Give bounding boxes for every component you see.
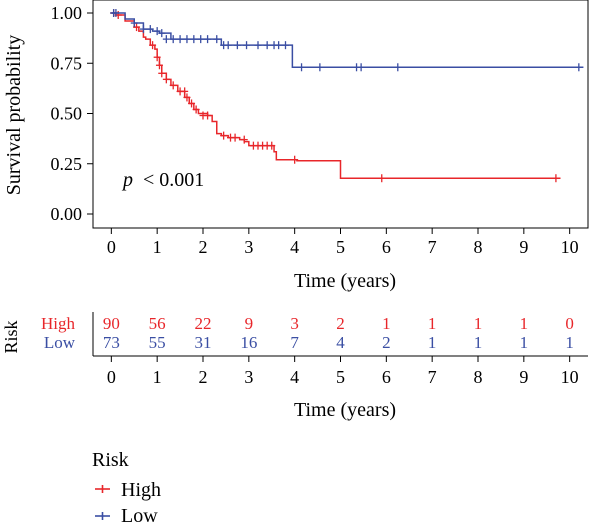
risk-x-tick-label: 3 [244,367,253,387]
risk-cell-high: 1 [474,314,483,333]
risk-table-cells: 90 56 22 9 3 2 1 1 1 1 073 55 31 16 7 4 2 1 1 1 1 [103,314,574,352]
x-tick-label: 5 [336,237,345,257]
risk-table: Risk High Low 90 56 22 9 3 2 1 1 1 1 073 55 31 16 7 4 2 1… [1,312,588,421]
risk-row-label-low: Low [44,333,76,352]
p-value: < 0.001 [143,169,204,191]
risk-cell-high: 90 [103,314,120,333]
x-tick-label: 1 [153,237,162,257]
survival-plot: Survival probability 0.00 0.25 0.50 0.75 1.0… [3,0,589,292]
risk-x-tick-label: 9 [519,367,528,387]
x-tick-label: 6 [382,237,391,257]
risk-cell-low: 2 [382,333,391,352]
risk-cell-low: 1 [565,333,574,352]
risk-x-tick-label: 8 [474,367,483,387]
x-tick-label: 2 [199,237,208,257]
x-tick-label: 3 [244,237,253,257]
x-tick-label: 10 [561,237,579,257]
legend-title: Risk [92,449,129,471]
risk-cell-high: 56 [149,314,166,333]
x-tick-label: 9 [519,237,528,257]
risk-cell-high: 22 [195,314,212,333]
legend-label-high: High [121,479,161,501]
risk-cell-high: 1 [520,314,529,333]
risk-cell-low: 55 [149,333,166,352]
x-tick-label: 8 [474,237,483,257]
risk-cell-low: 7 [290,333,299,352]
risk-x-tick-label: 6 [382,367,391,387]
risk-x-tick-label: 1 [153,367,162,387]
risk-table-title: Risk [1,320,21,353]
risk-x-axis-label: Time (years) [294,399,396,421]
legend-item-high: High [95,479,161,501]
survival-curves [110,9,584,183]
y-tick-label: 0.50 [51,104,83,124]
risk-cell-low: 31 [195,333,212,352]
x-tick-label: 7 [428,237,437,257]
risk-cell-high: 1 [382,314,391,333]
risk-cell-low: 1 [428,333,437,352]
risk-x-tick-labels: 0 1 2 3 4 5 6 7 8 9 10 [93,355,588,387]
y-axis-label: Survival probability [3,35,25,196]
risk-cell-low: 4 [336,333,345,352]
x-tick-label: 4 [290,237,299,257]
risk-cell-high: 9 [245,314,254,333]
survival-curve-low [111,12,584,69]
risk-x-tick-label: 0 [107,367,116,387]
x-tick-labels: 0 1 2 3 4 5 6 7 8 9 10 [107,228,579,257]
risk-cell-high: 1 [428,314,437,333]
x-axis-label: Time (years) [294,270,396,292]
risk-x-tick-label: 7 [428,367,437,387]
plot-frame [92,0,589,229]
legend-item-low: Low [95,505,158,527]
y-tick-label: 0.25 [51,154,83,174]
risk-cell-low: 73 [103,333,120,352]
risk-x-tick-label: 5 [336,367,345,387]
risk-x-tick-label: 10 [561,367,579,387]
risk-cell-low: 1 [474,333,483,352]
legend-label-low: Low [121,505,158,527]
p-value-annotation: p < 0.001 [121,169,204,191]
svg-text:p < 0.001: p < 0.001 [121,169,204,191]
legend: Risk High Low [92,449,161,527]
risk-cell-high: 0 [565,314,574,333]
y-tick-label: 0.75 [51,53,83,73]
y-tick-label: 1.00 [51,3,83,23]
risk-cell-high: 3 [290,314,299,333]
y-tick-label: 0.00 [51,204,83,224]
risk-cell-low: 16 [240,333,257,352]
risk-x-tick-label: 2 [199,367,208,387]
x-tick-label: 0 [107,237,116,257]
risk-row-label-high: High [41,314,76,333]
risk-cell-low: 1 [520,333,529,352]
risk-cell-high: 2 [336,314,345,333]
p-symbol: p [121,169,133,191]
survival-curve-high [111,12,561,179]
risk-x-tick-label: 4 [290,367,299,387]
y-tick-labels: 0.00 0.25 0.50 0.75 1.00 [51,3,93,224]
